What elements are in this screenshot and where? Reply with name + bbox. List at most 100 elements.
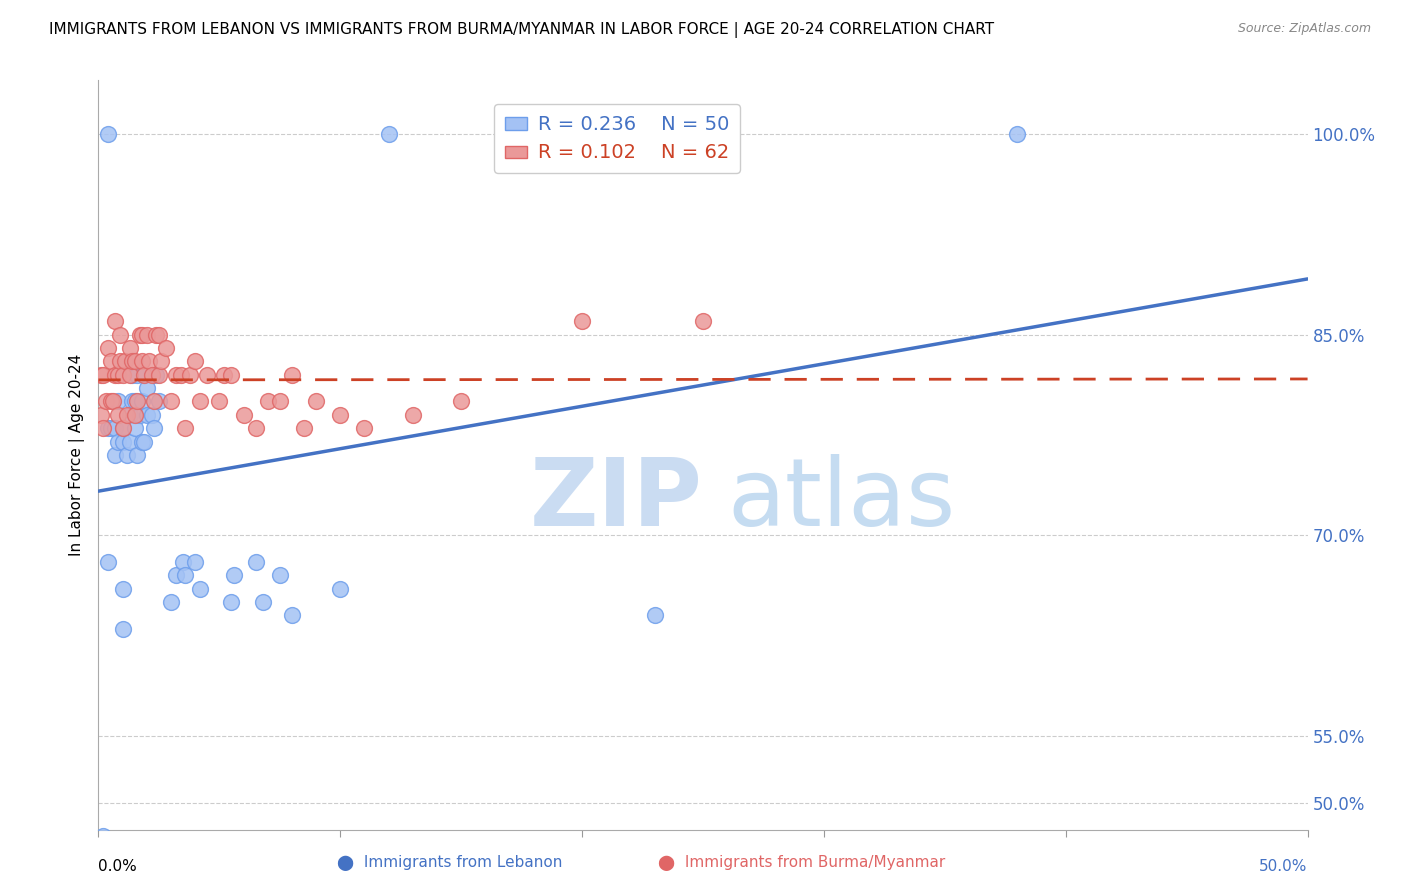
Point <box>353 421 375 435</box>
Point <box>131 434 153 449</box>
Point <box>90 368 112 382</box>
Point <box>377 127 399 141</box>
Point <box>148 394 170 409</box>
Text: ⬤  Immigrants from Lebanon: ⬤ Immigrants from Lebanon <box>337 855 562 871</box>
Point <box>111 421 134 435</box>
Point <box>143 421 166 435</box>
Point <box>111 368 134 382</box>
Point <box>150 354 173 368</box>
Point <box>100 421 122 435</box>
Point <box>169 368 191 382</box>
Point <box>155 341 177 355</box>
Point <box>127 368 149 382</box>
Point <box>174 421 197 435</box>
Point <box>292 421 315 435</box>
Point <box>117 408 139 422</box>
Point <box>124 354 146 368</box>
Text: ⬤  Immigrants from Burma/Myanmar: ⬤ Immigrants from Burma/Myanmar <box>658 855 945 871</box>
Point <box>135 381 157 395</box>
Point <box>222 568 245 582</box>
Point <box>107 368 129 382</box>
Point <box>121 354 143 368</box>
Point <box>135 327 157 342</box>
Point <box>117 448 139 462</box>
Point <box>118 408 141 422</box>
Point <box>114 354 136 368</box>
Text: 50.0%: 50.0% <box>1260 859 1308 874</box>
Point <box>91 830 114 844</box>
Point <box>208 394 231 409</box>
Point <box>281 368 304 382</box>
Point <box>281 608 304 623</box>
Point <box>97 127 120 141</box>
Point <box>111 434 134 449</box>
Legend: R = 0.236    N = 50, R = 0.102    N = 62: R = 0.236 N = 50, R = 0.102 N = 62 <box>495 104 740 173</box>
Point <box>128 327 150 342</box>
Point <box>124 408 146 422</box>
Point <box>221 595 243 609</box>
Point <box>138 354 160 368</box>
Point <box>1007 127 1029 141</box>
Point <box>269 568 291 582</box>
Point <box>160 394 183 409</box>
Point <box>232 408 254 422</box>
Point <box>188 394 211 409</box>
Point <box>111 582 134 596</box>
Point <box>450 394 472 409</box>
Point <box>128 408 150 422</box>
Point <box>121 368 143 382</box>
Text: 0.0%: 0.0% <box>98 859 138 874</box>
Point <box>108 327 131 342</box>
Point <box>118 368 141 382</box>
Point <box>212 368 235 382</box>
Point <box>165 368 187 382</box>
Point <box>104 421 127 435</box>
Point <box>145 368 167 382</box>
Point <box>195 368 218 382</box>
Point <box>91 421 114 435</box>
Point <box>131 394 153 409</box>
Text: atlas: atlas <box>727 454 956 546</box>
Point <box>160 595 183 609</box>
Point <box>571 314 593 328</box>
Text: IMMIGRANTS FROM LEBANON VS IMMIGRANTS FROM BURMA/MYANMAR IN LABOR FORCE | AGE 20: IMMIGRANTS FROM LEBANON VS IMMIGRANTS FR… <box>49 22 994 38</box>
Point <box>100 394 122 409</box>
Point <box>127 448 149 462</box>
Point <box>118 341 141 355</box>
Point <box>104 368 127 382</box>
Point <box>141 408 163 422</box>
Point <box>145 327 167 342</box>
Point <box>107 408 129 422</box>
Point <box>91 836 114 850</box>
Point <box>134 368 156 382</box>
Point <box>256 394 278 409</box>
Point <box>329 408 352 422</box>
Point <box>148 327 170 342</box>
Point <box>184 354 207 368</box>
Y-axis label: In Labor Force | Age 20-24: In Labor Force | Age 20-24 <box>69 354 84 556</box>
Point <box>188 582 211 596</box>
Point <box>172 555 194 569</box>
Point <box>135 408 157 422</box>
Point <box>111 622 134 636</box>
Point <box>402 408 425 422</box>
Point <box>245 555 267 569</box>
Point <box>184 555 207 569</box>
Point <box>644 608 666 623</box>
Point <box>174 568 197 582</box>
Point <box>692 314 714 328</box>
Point <box>107 434 129 449</box>
Point <box>124 421 146 435</box>
Point <box>252 595 274 609</box>
Point <box>127 394 149 409</box>
Text: Source: ZipAtlas.com: Source: ZipAtlas.com <box>1237 22 1371 36</box>
Point <box>131 354 153 368</box>
Point <box>101 394 124 409</box>
Point <box>305 394 328 409</box>
Point <box>131 327 153 342</box>
Point <box>124 394 146 409</box>
Point <box>118 434 141 449</box>
Point <box>100 354 122 368</box>
Point <box>134 434 156 449</box>
Point <box>269 394 291 409</box>
